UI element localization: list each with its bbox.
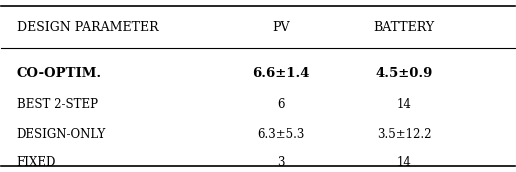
Text: BEST 2-STEP: BEST 2-STEP bbox=[17, 98, 98, 111]
Text: 14: 14 bbox=[397, 156, 412, 169]
Text: FIXED: FIXED bbox=[17, 156, 56, 169]
Text: 3.5±12.2: 3.5±12.2 bbox=[377, 128, 431, 141]
Text: DESIGN-ONLY: DESIGN-ONLY bbox=[17, 128, 106, 141]
Text: 3: 3 bbox=[277, 156, 285, 169]
Text: DESIGN PARAMETER: DESIGN PARAMETER bbox=[17, 21, 158, 34]
Text: 6.3±5.3: 6.3±5.3 bbox=[257, 128, 305, 141]
Text: 6: 6 bbox=[277, 98, 285, 111]
Text: 6.6±1.4: 6.6±1.4 bbox=[252, 67, 310, 80]
Text: PV: PV bbox=[272, 21, 290, 34]
Text: 14: 14 bbox=[397, 98, 412, 111]
Text: 4.5±0.9: 4.5±0.9 bbox=[376, 67, 433, 80]
Text: BATTERY: BATTERY bbox=[374, 21, 435, 34]
Text: CO-OPTIM.: CO-OPTIM. bbox=[17, 67, 102, 80]
